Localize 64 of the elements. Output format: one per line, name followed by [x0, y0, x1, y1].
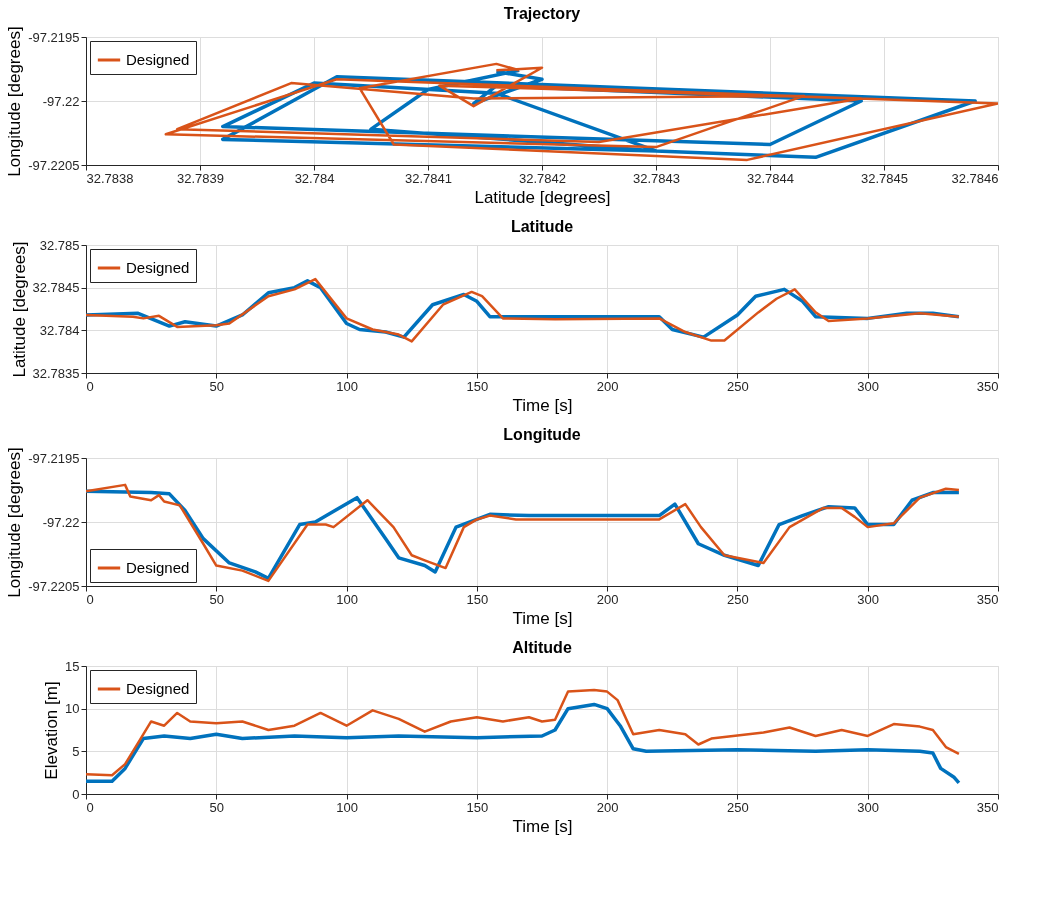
x-tick-label: 150: [466, 378, 489, 394]
x-tick-label: 100: [336, 591, 358, 607]
x-tick-label: 32.7838: [86, 170, 134, 186]
y-tick-label: 32.7835: [32, 365, 80, 381]
y-axis-title: Longitude [degrees]: [5, 447, 25, 598]
x-tick-label: 50: [209, 591, 225, 607]
chart-title: Altitude: [512, 639, 572, 656]
y-tick-label: -97.2195: [28, 29, 80, 45]
x-tick-label: 300: [857, 591, 880, 607]
y-tick-label: 0: [72, 786, 80, 802]
y-tick-label: -97.22: [42, 514, 80, 530]
x-tick-label: 32.784: [294, 170, 335, 186]
y-axis-title: Latitude [degrees]: [9, 241, 29, 378]
x-axis-title: Latitude [degrees]: [474, 187, 611, 207]
x-tick-label: 150: [466, 799, 489, 815]
x-tick-label: 0: [86, 591, 94, 607]
y-tick-label: 32.784: [39, 322, 80, 338]
x-tick-label: 200: [596, 799, 619, 815]
y-axis-title: Longitude [degrees]: [5, 26, 25, 177]
y-tick-label: -97.22: [42, 93, 80, 109]
line-series: [86, 702, 961, 785]
y-tick-label: 32.7845: [32, 280, 80, 296]
x-tick-label: 0: [86, 799, 94, 815]
x-tick-label: 250: [727, 591, 749, 607]
x-axis-title: Time [s]: [512, 395, 573, 415]
x-tick-label: 32.7845: [861, 170, 908, 186]
x-tick-label: 32.7846: [951, 170, 999, 186]
y-tick-label: 5: [72, 743, 80, 759]
y-tick-label: 15: [65, 658, 80, 674]
y-tick-label: 10: [65, 701, 80, 717]
x-tick-label: 50: [209, 799, 225, 815]
legend-label: Designed: [126, 680, 190, 697]
chart-title: Trajectory: [503, 4, 581, 22]
x-tick-label: 100: [336, 799, 358, 815]
x-tick-label: 350: [976, 591, 999, 607]
x-tick-label: 50: [209, 378, 225, 394]
x-tick-label: 300: [857, 799, 880, 815]
x-tick-label: 150: [466, 591, 489, 607]
x-tick-label: 32.7843: [633, 170, 680, 186]
x-tick-label: 200: [596, 378, 619, 394]
x-tick-label: 250: [727, 378, 749, 394]
x-tick-label: 300: [857, 378, 880, 394]
y-tick-label: -97.2205: [28, 578, 80, 594]
chart-title: Longitude: [503, 425, 581, 443]
legend-label: Designed: [126, 559, 190, 576]
y-tick-label: 32.785: [39, 237, 80, 253]
x-axis-title: Time [s]: [512, 816, 573, 836]
x-tick-label: 32.7839: [177, 170, 224, 186]
chart-title: Latitude: [510, 218, 574, 235]
x-tick-label: 250: [727, 799, 749, 815]
y-tick-label: -97.2195: [28, 450, 80, 466]
x-tick-label: 32.7841: [405, 170, 452, 186]
legend-label: Designed: [126, 259, 190, 276]
x-tick-label: 350: [976, 378, 999, 394]
x-tick-label: 32.7844: [747, 170, 794, 186]
x-tick-label: 100: [336, 378, 358, 394]
x-tick-label: 200: [596, 591, 619, 607]
legend-label: Designed: [126, 51, 190, 68]
x-tick-label: 32.7842: [519, 170, 566, 186]
x-axis-title: Time [s]: [512, 608, 573, 628]
x-tick-label: 350: [976, 799, 999, 815]
y-tick-label: -97.2205: [28, 157, 80, 173]
y-axis-title: Elevation [m]: [42, 681, 62, 780]
x-tick-label: 0: [86, 378, 94, 394]
